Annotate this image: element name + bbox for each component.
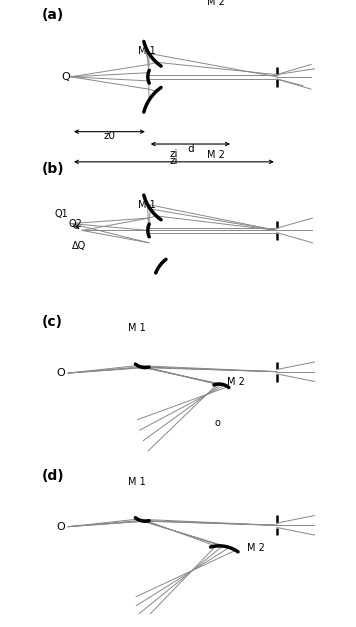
Text: zi: zi xyxy=(170,149,178,159)
Text: M 2: M 2 xyxy=(207,0,225,7)
Text: ΔQ: ΔQ xyxy=(72,241,87,251)
Text: M 1: M 1 xyxy=(137,46,155,56)
Text: M 1: M 1 xyxy=(128,324,146,334)
Text: M 2: M 2 xyxy=(247,543,265,553)
Text: (c): (c) xyxy=(42,315,63,329)
Text: O: O xyxy=(57,522,66,532)
Text: M 2: M 2 xyxy=(227,377,245,387)
Text: d: d xyxy=(187,144,194,154)
Text: Q: Q xyxy=(61,72,70,82)
Text: (b): (b) xyxy=(42,162,65,176)
Text: O: O xyxy=(57,368,66,378)
Text: Q2: Q2 xyxy=(68,219,82,229)
Text: M 1: M 1 xyxy=(137,200,155,210)
Text: Q1: Q1 xyxy=(54,209,68,219)
Text: (a): (a) xyxy=(42,8,64,22)
Text: M 1: M 1 xyxy=(128,477,146,487)
Text: (d): (d) xyxy=(42,469,65,483)
Text: z0: z0 xyxy=(104,131,115,141)
Text: zi: zi xyxy=(170,156,178,166)
Text: o: o xyxy=(215,418,221,428)
Text: M 2: M 2 xyxy=(207,150,225,161)
